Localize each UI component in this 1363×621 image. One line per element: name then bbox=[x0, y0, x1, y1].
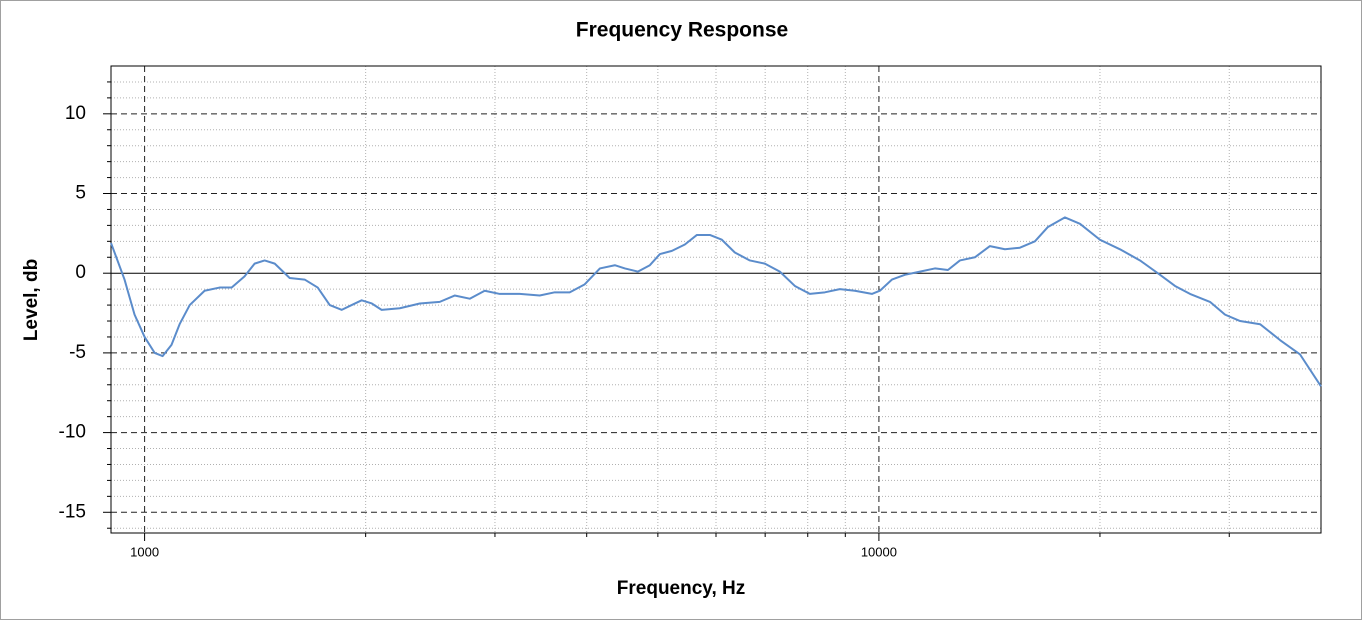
y-tick-label: -5 bbox=[69, 342, 86, 363]
y-tick-label: 10 bbox=[65, 103, 86, 124]
y-tick-label: 5 bbox=[75, 183, 86, 204]
y-axis-label: Level, db bbox=[21, 259, 42, 341]
y-tick-label: -15 bbox=[59, 501, 86, 522]
plot-border bbox=[110, 65, 1322, 534]
x-tick-label: 10000 bbox=[861, 544, 897, 559]
chart-title: Frequency Response bbox=[576, 19, 788, 42]
x-axis-label: Frequency, Hz bbox=[617, 578, 745, 599]
y-tick-label: -10 bbox=[59, 422, 86, 443]
series-line bbox=[110, 216, 1322, 387]
x-tick-label: 1000 bbox=[130, 544, 159, 559]
y-tick-label: 0 bbox=[75, 262, 86, 283]
